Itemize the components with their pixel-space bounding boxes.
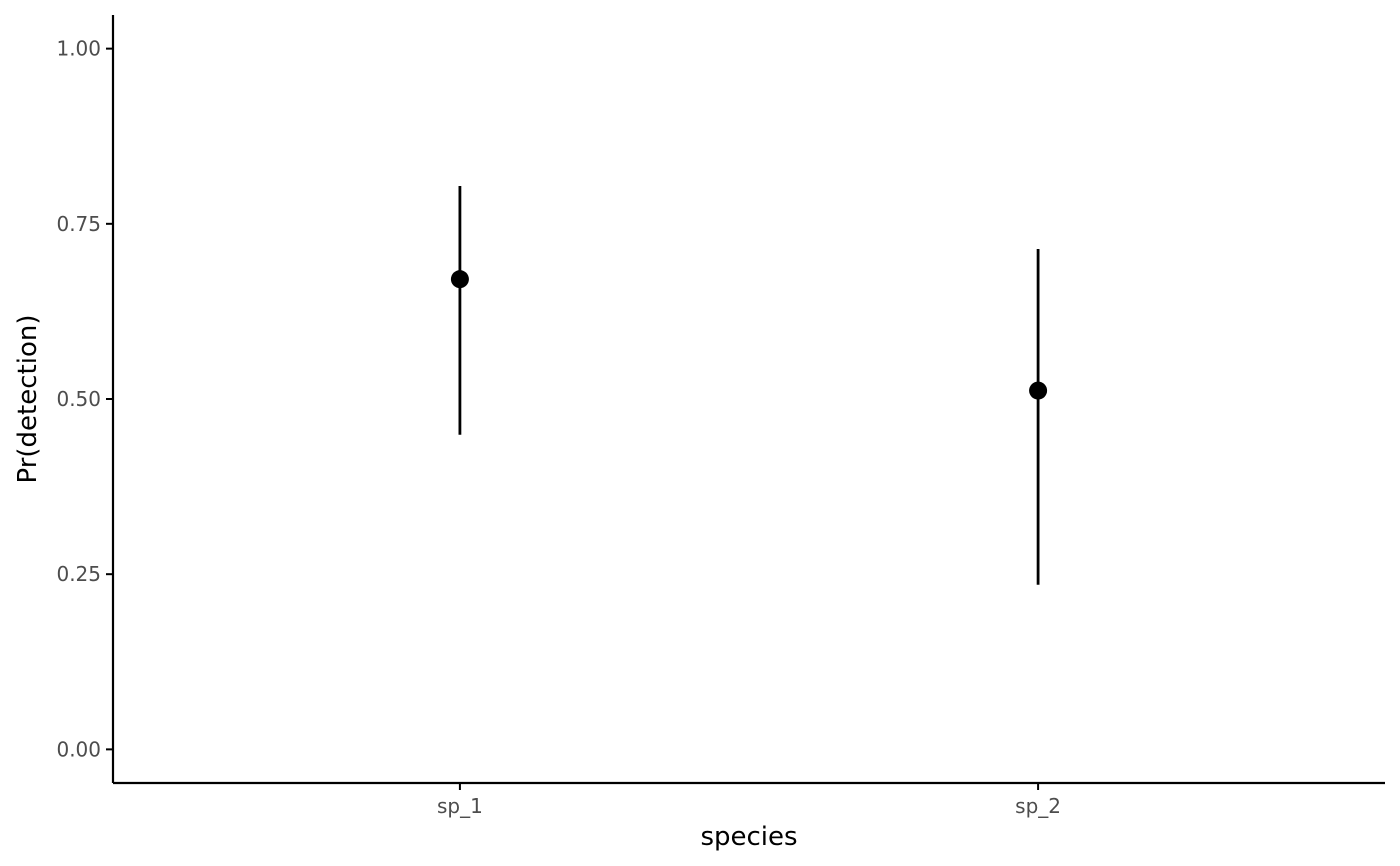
y-tick-label: 0.25 <box>56 562 101 586</box>
y-axis-title: Pr(detection) <box>13 315 43 484</box>
x-axis-ticks: sp_1 sp_2 <box>437 783 1061 818</box>
y-tick-label: 1.00 <box>56 37 101 61</box>
x-tick-label: sp_2 <box>1015 794 1061 818</box>
x-axis-title: species <box>700 822 797 852</box>
x-tick-label: sp_1 <box>437 794 483 818</box>
y-tick-label: 0.75 <box>56 212 101 236</box>
y-tick-label: 0.50 <box>56 387 101 411</box>
point-sp_1 <box>450 270 469 289</box>
y-tick-label: 0.00 <box>56 737 101 761</box>
point-sp_2 <box>1029 381 1048 400</box>
y-axis-ticks: 0.00 0.25 0.50 0.75 1.00 <box>56 37 113 761</box>
plot-area <box>450 185 1048 585</box>
